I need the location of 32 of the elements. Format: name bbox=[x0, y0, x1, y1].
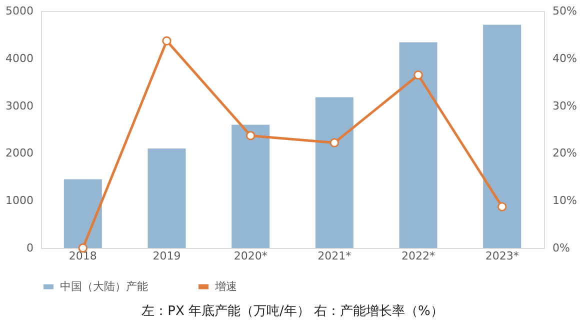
y-tick-label: 4000 bbox=[6, 52, 34, 65]
legend-label: 增速 bbox=[214, 280, 237, 293]
point bbox=[162, 36, 172, 46]
y2-tick-label: 30% bbox=[552, 99, 577, 112]
bar bbox=[148, 148, 186, 248]
x-tick-label: 2021* bbox=[318, 250, 352, 262]
bar bbox=[232, 124, 270, 248]
x-tick-label: 2018 bbox=[68, 250, 97, 262]
y2-tick-label: 10% bbox=[552, 194, 577, 208]
point bbox=[414, 70, 423, 80]
y2-tick-label: 0% bbox=[552, 242, 570, 254]
y-tick-label: 2000 bbox=[6, 146, 34, 160]
x-tick-label: 2022* bbox=[402, 250, 436, 262]
x-tick-label: 2020* bbox=[234, 250, 268, 262]
x-tick-label: 2023* bbox=[485, 250, 520, 262]
y-tick-label: 3000 bbox=[6, 99, 34, 112]
y2-tick-label: 40% bbox=[552, 52, 577, 65]
bar bbox=[315, 97, 354, 248]
bar bbox=[483, 24, 522, 248]
point bbox=[497, 202, 507, 212]
legend-label: 中国（大陆）产能 bbox=[60, 280, 148, 293]
point bbox=[246, 131, 256, 140]
x-tick-label: 2019 bbox=[152, 250, 181, 262]
bar bbox=[64, 179, 102, 248]
y-tick-label: 0 bbox=[26, 242, 34, 254]
point bbox=[330, 138, 340, 148]
y2-tick-label: 20% bbox=[552, 146, 577, 160]
y2-tick-label: 50% bbox=[552, 4, 577, 18]
text: 左：PX 年底产能（万吨/年） 右：产能增长率（%） bbox=[142, 303, 444, 319]
y-tick-label: 1000 bbox=[6, 194, 34, 208]
bar bbox=[399, 42, 438, 248]
y-tick-label: 5000 bbox=[6, 4, 34, 18]
